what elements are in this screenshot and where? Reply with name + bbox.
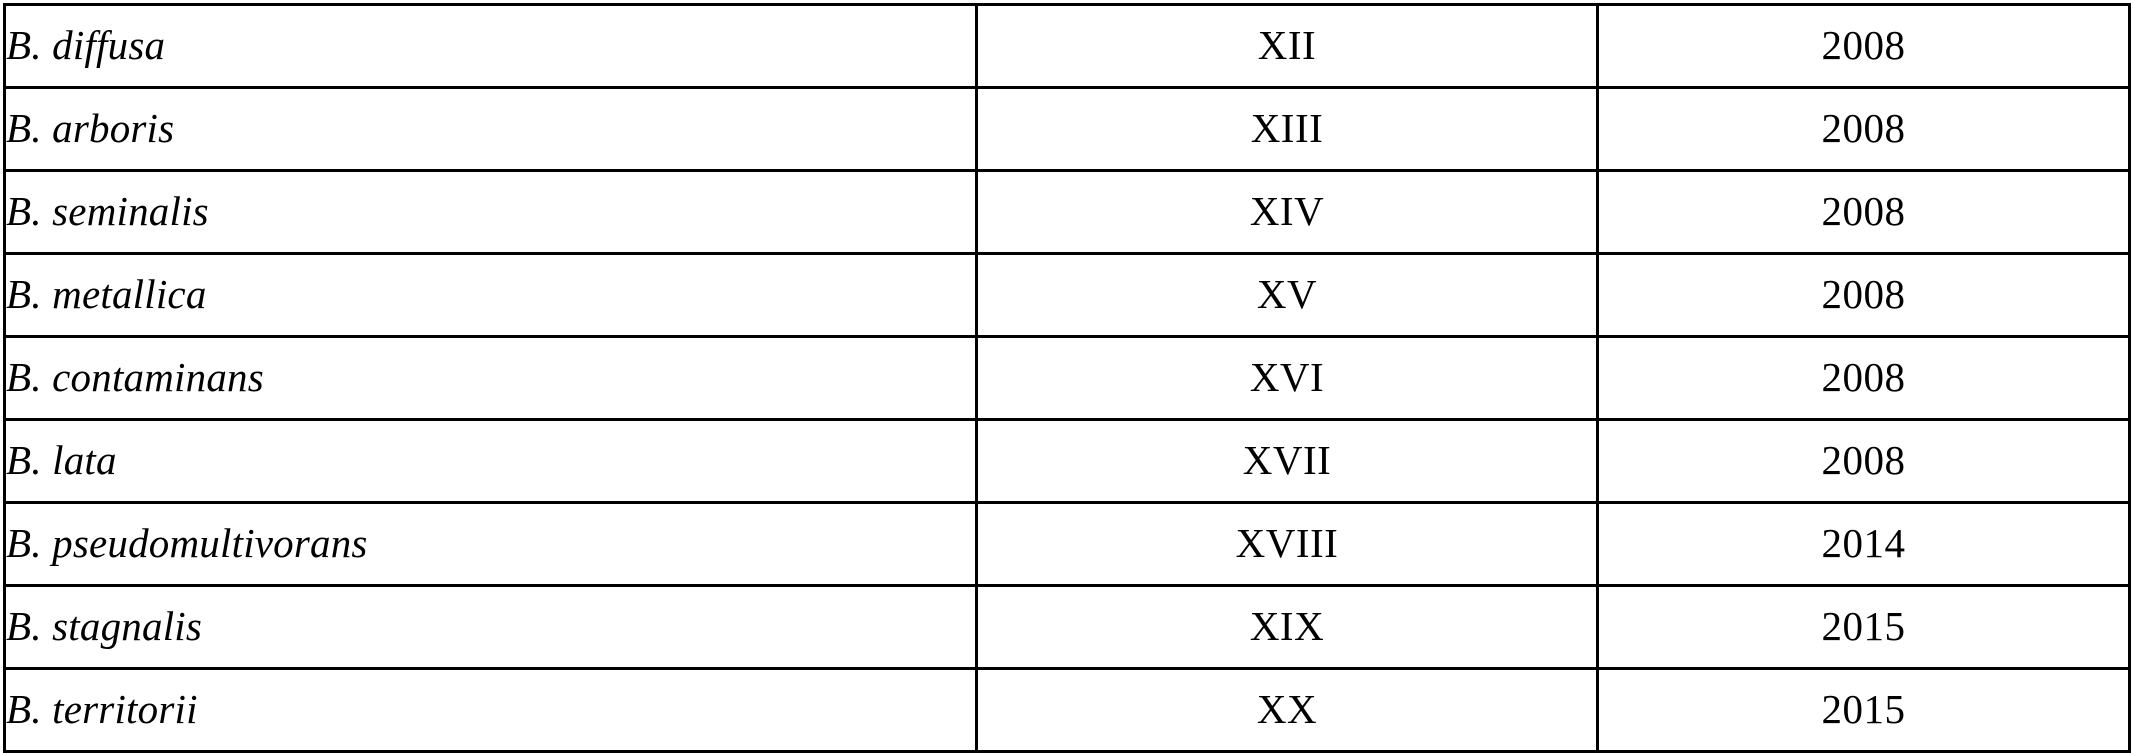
roman-numeral-cell: XX [975,667,1599,753]
table-row: B. contaminans XVI 2008 [3,335,2131,421]
table-row: B. diffusa XII 2008 [3,3,2131,89]
table-row: B. territorii XX 2015 [3,667,2131,753]
year-cell: 2008 [1596,335,2131,421]
table-row: B. seminalis XIV 2008 [3,169,2131,255]
table-container: B. diffusa XII 2008 B. arboris XIII 2008… [3,3,2131,753]
table-row: B. stagnalis XIX 2015 [3,584,2131,670]
roman-numeral-cell: XIX [975,584,1599,670]
roman-numeral-cell: XII [975,3,1599,89]
roman-numeral-cell: XVIII [975,501,1599,587]
year-cell: 2008 [1596,86,2131,172]
year-cell: 2008 [1596,418,2131,504]
year-cell: 2015 [1596,667,2131,753]
species-table: B. diffusa XII 2008 B. arboris XIII 2008… [3,3,2131,753]
species-name-cell: B. seminalis [3,169,978,255]
table-row: B. pseudomultivorans XVIII 2014 [3,501,2131,587]
table-row: B. metallica XV 2008 [3,252,2131,338]
year-cell: 2008 [1596,169,2131,255]
table-body: B. diffusa XII 2008 B. arboris XIII 2008… [3,3,2131,753]
roman-numeral-cell: XVI [975,335,1599,421]
roman-numeral-cell: XVII [975,418,1599,504]
species-name-cell: B. territorii [3,667,978,753]
species-name-cell: B. arboris [3,86,978,172]
species-name-cell: B. pseudomultivorans [3,501,978,587]
roman-numeral-cell: XV [975,252,1599,338]
year-cell: 2008 [1596,252,2131,338]
species-name-cell: B. lata [3,418,978,504]
year-cell: 2014 [1596,501,2131,587]
species-name-cell: B. stagnalis [3,584,978,670]
roman-numeral-cell: XIII [975,86,1599,172]
species-name-cell: B. metallica [3,252,978,338]
year-cell: 2008 [1596,3,2131,89]
table-row: B. lata XVII 2008 [3,418,2131,504]
roman-numeral-cell: XIV [975,169,1599,255]
species-name-cell: B. diffusa [3,3,978,89]
table-row: B. arboris XIII 2008 [3,86,2131,172]
species-name-cell: B. contaminans [3,335,978,421]
year-cell: 2015 [1596,584,2131,670]
